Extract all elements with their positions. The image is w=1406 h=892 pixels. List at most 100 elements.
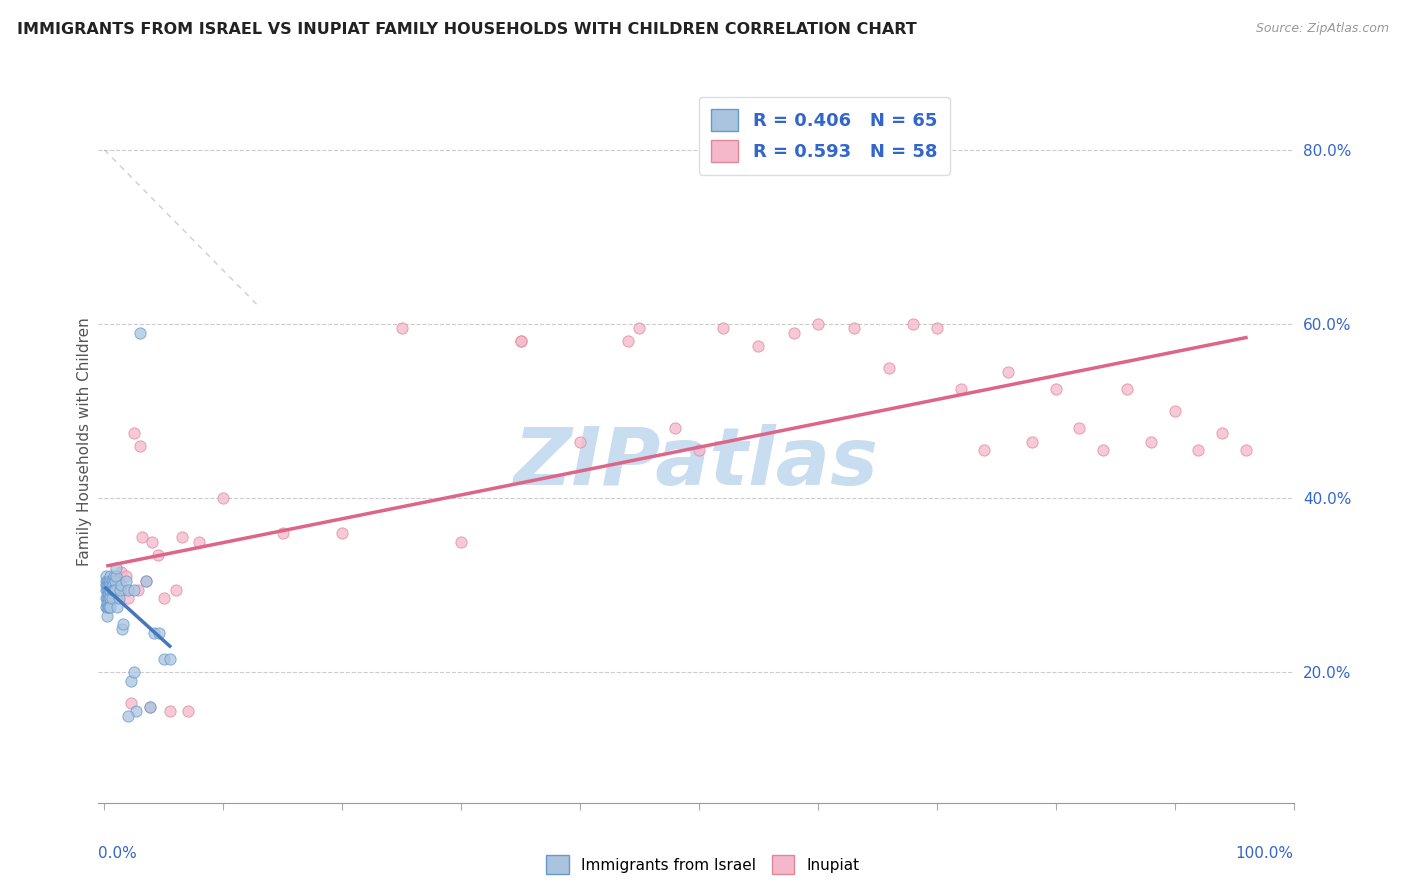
Point	[94, 591, 117, 606]
Point	[103, 569, 125, 583]
Point	[108, 582, 131, 597]
Point	[783, 326, 806, 340]
Text: ZIPatlas: ZIPatlas	[513, 425, 879, 502]
Text: IMMIGRANTS FROM ISRAEL VS INUPIAT FAMILY HOUSEHOLDS WITH CHILDREN CORRELATION CH: IMMIGRANTS FROM ISRAEL VS INUPIAT FAMILY…	[17, 22, 917, 37]
Point	[94, 574, 117, 588]
Point	[127, 582, 149, 597]
Point	[973, 443, 995, 458]
Point	[101, 578, 124, 592]
Point	[170, 530, 193, 544]
Point	[96, 582, 118, 597]
Point	[105, 561, 128, 575]
Point	[110, 565, 132, 579]
Point	[125, 705, 148, 719]
Point	[153, 652, 176, 666]
Point	[450, 534, 472, 549]
Point	[688, 443, 710, 458]
Point	[165, 582, 187, 597]
Point	[901, 317, 924, 331]
Point	[94, 582, 117, 597]
Point	[94, 569, 117, 583]
Point	[107, 591, 129, 606]
Point	[212, 491, 235, 505]
Legend: R = 0.406   N = 65, R = 0.593   N = 58: R = 0.406 N = 65, R = 0.593 N = 58	[699, 96, 950, 175]
Point	[98, 578, 121, 592]
Point	[117, 591, 139, 606]
Point	[1187, 443, 1209, 458]
Point	[1211, 425, 1233, 440]
Point	[96, 596, 118, 610]
Point	[107, 574, 129, 588]
Point	[98, 578, 121, 592]
Point	[97, 591, 120, 606]
Point	[98, 574, 121, 588]
Point	[104, 574, 127, 588]
Point	[1092, 443, 1115, 458]
Point	[138, 700, 160, 714]
Point	[97, 582, 120, 597]
Point	[148, 626, 170, 640]
Point	[96, 574, 118, 588]
Point	[747, 339, 769, 353]
Point	[100, 582, 122, 597]
Point	[877, 360, 900, 375]
Point	[97, 587, 120, 601]
Point	[153, 591, 176, 606]
Point	[96, 608, 118, 623]
Point	[98, 591, 121, 606]
Point	[1163, 404, 1185, 418]
Point	[129, 326, 152, 340]
Point	[104, 574, 127, 588]
Point	[98, 591, 121, 606]
Point	[117, 582, 139, 597]
Point	[100, 574, 122, 588]
Text: Source: ZipAtlas.com: Source: ZipAtlas.com	[1256, 22, 1389, 36]
Point	[98, 582, 121, 597]
Point	[135, 574, 157, 588]
Point	[111, 622, 134, 636]
Point	[105, 569, 128, 583]
Point	[1234, 443, 1257, 458]
Point	[997, 365, 1019, 379]
Y-axis label: Family Households with Children: Family Households with Children	[77, 318, 91, 566]
Point	[96, 591, 118, 606]
Point	[98, 591, 121, 606]
Point	[159, 652, 181, 666]
Point	[138, 700, 160, 714]
Point	[141, 534, 163, 549]
Point	[98, 582, 121, 597]
Point	[842, 321, 865, 335]
Point	[97, 578, 120, 592]
Point	[100, 578, 122, 592]
Point	[1069, 421, 1091, 435]
Point	[135, 574, 157, 588]
Point	[391, 321, 413, 335]
Point	[98, 574, 121, 588]
Legend: Immigrants from Israel, Inupiat: Immigrants from Israel, Inupiat	[540, 849, 866, 880]
Point	[176, 705, 198, 719]
Point	[96, 578, 118, 592]
Point	[98, 587, 121, 601]
Point	[98, 599, 121, 614]
Point	[98, 569, 121, 583]
Point	[101, 582, 124, 597]
Point	[569, 434, 592, 449]
Point	[114, 569, 136, 583]
Text: 100.0%: 100.0%	[1236, 847, 1294, 861]
Point	[101, 587, 124, 601]
Point	[94, 578, 117, 592]
Point	[98, 599, 121, 614]
Point	[129, 439, 152, 453]
Point	[97, 599, 120, 614]
Point	[271, 525, 294, 540]
Point	[146, 548, 169, 562]
Point	[628, 321, 651, 335]
Point	[104, 582, 127, 597]
Point	[117, 708, 139, 723]
Point	[120, 696, 142, 710]
Point	[97, 596, 120, 610]
Point	[1140, 434, 1163, 449]
Point	[509, 334, 531, 349]
Point	[509, 334, 531, 349]
Point	[122, 665, 145, 680]
